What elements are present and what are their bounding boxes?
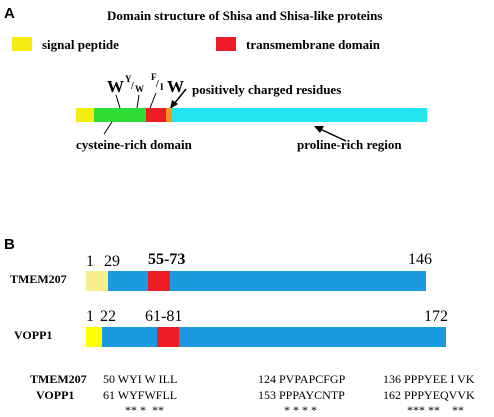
panel-b-label: B (4, 236, 15, 253)
cysteine-pointer (103, 121, 113, 135)
panel-a: A Domain structure of Shisa and Shisa-li… (4, 5, 427, 152)
vopp1-signal-end: 22 (100, 308, 116, 325)
protein-tmem207: 1 29 55-73 146 TMEM207 (10, 251, 432, 291)
motif-y-sup: Y (125, 74, 132, 84)
vopp1-body-2 (179, 327, 446, 347)
tmem207-body-1 (108, 271, 148, 291)
tmem207-signal-end: 29 (104, 253, 120, 270)
motif-line-1 (115, 94, 121, 109)
domain-proline (172, 108, 427, 122)
alignment-vopp1-seg2: 153 PPPAYCNTP (258, 388, 345, 402)
vopp1-name: VOPP1 (14, 328, 52, 342)
alignment-stars-2: * * * * (284, 403, 317, 417)
panel-a-label: A (4, 5, 15, 22)
motif-w-sub: W (135, 84, 144, 94)
alignment-name-tmem207: TMEM207 (30, 372, 87, 386)
legend-signal-swatch (12, 37, 32, 51)
legend-signal-label: signal peptide (42, 37, 119, 52)
alignment-stars-3: *** ** ** (407, 403, 464, 417)
proline-arrow-head (314, 126, 324, 133)
panel-b: B 1 29 55-73 146 TMEM207 1 22 61-81 172 … (4, 236, 475, 417)
motif-i-sub: I (160, 82, 164, 92)
motif-slash1: / (130, 81, 134, 92)
domain-tm (146, 108, 166, 122)
domain-cysteine (94, 108, 146, 122)
motif-line-2 (136, 94, 140, 109)
vopp1-tm (157, 327, 179, 347)
motif-line-3 (149, 92, 157, 109)
tmem207-tm (148, 271, 170, 291)
motif-f-sup: F (151, 72, 157, 82)
alignment-vopp1-seg1: 61 WYFWFLL (103, 388, 177, 402)
vopp1-tm-range: 61-81 (145, 308, 182, 325)
tmem207-length: 146 (408, 251, 432, 268)
domain-signal (76, 108, 94, 122)
domain-charged (166, 108, 172, 122)
vopp1-length: 172 (424, 308, 448, 325)
vopp1-signal (86, 327, 102, 347)
tmem207-body-2 (170, 271, 426, 291)
tmem207-signal (86, 271, 108, 291)
annotation-charged: positively charged residues (192, 82, 341, 97)
alignment-stars-1: ** * ** (125, 403, 164, 417)
tmem207-tm-range: 55-73 (148, 251, 185, 268)
legend-tm-label: transmembrane domain (246, 37, 381, 52)
alignment-tmem207-seg3: 136 PPPYEE I VK (383, 372, 475, 386)
vopp1-n-start: 1 (86, 308, 94, 325)
protein-vopp1: 1 22 61-81 172 VOPP1 (14, 308, 448, 347)
tmem207-n-start: 1 (86, 253, 94, 270)
tmem207-name: TMEM207 (10, 272, 67, 286)
annotation-cysteine: cysteine-rich domain (76, 137, 193, 152)
alignment-tmem207-seg2: 124 PVPAPCFGP (258, 372, 346, 386)
motif-w2: W (167, 77, 184, 96)
legend-tm-swatch (216, 37, 236, 51)
panel-a-title: Domain structure of Shisa and Shisa-like… (107, 8, 382, 23)
charged-arrow-head (170, 100, 178, 109)
motif-w1: W (107, 77, 124, 96)
motif-slash2: / (155, 79, 159, 90)
sequence-alignment: TMEM207 50 WYI W ILL 124 PVPAPCFGP 136 P… (30, 372, 475, 417)
proline-arrow-line (319, 128, 347, 142)
alignment-name-vopp1: VOPP1 (36, 388, 74, 402)
vopp1-body-1 (102, 327, 157, 347)
charged-arrow-line (173, 88, 187, 105)
alignment-vopp1-seg3: 162 PPPYEQVVK (383, 388, 475, 402)
alignment-tmem207-seg1: 50 WYI W ILL (103, 372, 177, 386)
annotation-proline: proline-rich region (297, 137, 402, 152)
